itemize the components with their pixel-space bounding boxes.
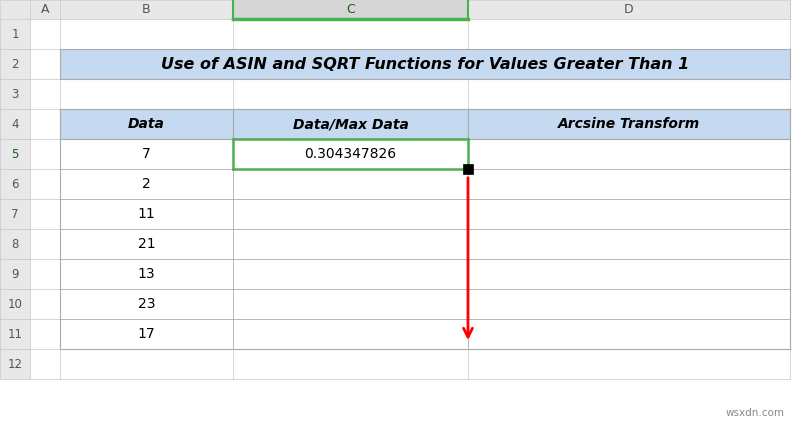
Bar bbox=[0, 169, 30, 199]
Bar bbox=[233, 139, 468, 169]
Bar bbox=[0, 259, 30, 289]
Bar bbox=[30, 349, 790, 379]
Bar bbox=[468, 169, 790, 199]
Bar bbox=[233, 0, 468, 19]
Bar bbox=[60, 319, 233, 349]
Text: wsxdn.com: wsxdn.com bbox=[726, 408, 785, 418]
Bar bbox=[30, 229, 790, 259]
Bar bbox=[0, 289, 30, 319]
Text: Data: Data bbox=[128, 117, 165, 131]
Text: 3: 3 bbox=[11, 88, 18, 101]
Text: C: C bbox=[346, 3, 355, 16]
Bar bbox=[30, 49, 790, 79]
Bar bbox=[233, 169, 468, 199]
Bar bbox=[0, 0, 790, 19]
Bar bbox=[60, 49, 790, 79]
Bar bbox=[30, 139, 790, 169]
Text: Arcsine Transform: Arcsine Transform bbox=[558, 117, 700, 131]
Bar bbox=[463, 164, 473, 174]
Text: 2: 2 bbox=[142, 177, 151, 191]
Bar bbox=[60, 289, 233, 319]
Bar bbox=[30, 109, 790, 139]
Text: 12: 12 bbox=[7, 357, 22, 370]
Text: 9: 9 bbox=[11, 267, 18, 280]
Bar bbox=[0, 199, 30, 229]
Bar bbox=[233, 319, 468, 349]
Bar bbox=[0, 319, 30, 349]
Bar bbox=[233, 199, 468, 229]
Text: 11: 11 bbox=[7, 328, 22, 341]
Bar bbox=[0, 109, 30, 139]
Text: 0.304347826: 0.304347826 bbox=[305, 147, 397, 161]
Bar bbox=[60, 199, 233, 229]
Bar bbox=[233, 229, 468, 259]
Bar bbox=[468, 259, 790, 289]
Bar bbox=[30, 259, 790, 289]
Bar bbox=[468, 109, 790, 139]
Bar bbox=[233, 259, 468, 289]
Text: 13: 13 bbox=[138, 267, 155, 281]
Bar bbox=[0, 79, 30, 109]
Bar bbox=[0, 19, 30, 379]
Text: 4: 4 bbox=[11, 117, 18, 131]
Bar bbox=[30, 319, 790, 349]
Bar bbox=[233, 289, 468, 319]
Bar bbox=[30, 199, 790, 229]
Bar bbox=[60, 229, 233, 259]
Bar bbox=[30, 169, 790, 199]
Text: 10: 10 bbox=[7, 298, 22, 311]
Bar bbox=[30, 19, 790, 49]
Text: 11: 11 bbox=[138, 207, 155, 221]
Text: 7: 7 bbox=[142, 147, 151, 161]
Text: 7: 7 bbox=[11, 208, 18, 221]
Text: Data/Max Data: Data/Max Data bbox=[293, 117, 409, 131]
Bar bbox=[468, 199, 790, 229]
Text: 23: 23 bbox=[138, 297, 155, 311]
Bar bbox=[30, 289, 790, 319]
Bar bbox=[60, 139, 233, 169]
Bar bbox=[60, 169, 233, 199]
Bar bbox=[60, 109, 233, 139]
Bar bbox=[0, 139, 30, 169]
Text: D: D bbox=[624, 3, 634, 16]
Bar bbox=[468, 139, 790, 169]
Text: 5: 5 bbox=[11, 147, 18, 160]
Text: Use of ASIN and SQRT Functions for Values Greater Than 1: Use of ASIN and SQRT Functions for Value… bbox=[161, 56, 689, 72]
Bar bbox=[468, 289, 790, 319]
Bar bbox=[60, 259, 233, 289]
Bar bbox=[0, 19, 30, 49]
Text: 2: 2 bbox=[11, 58, 18, 70]
Bar bbox=[0, 349, 30, 379]
Bar bbox=[233, 109, 468, 139]
Bar bbox=[0, 229, 30, 259]
Bar bbox=[30, 79, 790, 109]
Text: 17: 17 bbox=[138, 327, 155, 341]
Text: 21: 21 bbox=[138, 237, 155, 251]
Text: A: A bbox=[41, 3, 50, 16]
Bar bbox=[0, 49, 30, 79]
Text: 1: 1 bbox=[11, 27, 18, 40]
Bar bbox=[468, 229, 790, 259]
Text: B: B bbox=[142, 3, 151, 16]
Bar bbox=[468, 319, 790, 349]
Text: 6: 6 bbox=[11, 178, 18, 190]
Text: 8: 8 bbox=[11, 237, 18, 250]
